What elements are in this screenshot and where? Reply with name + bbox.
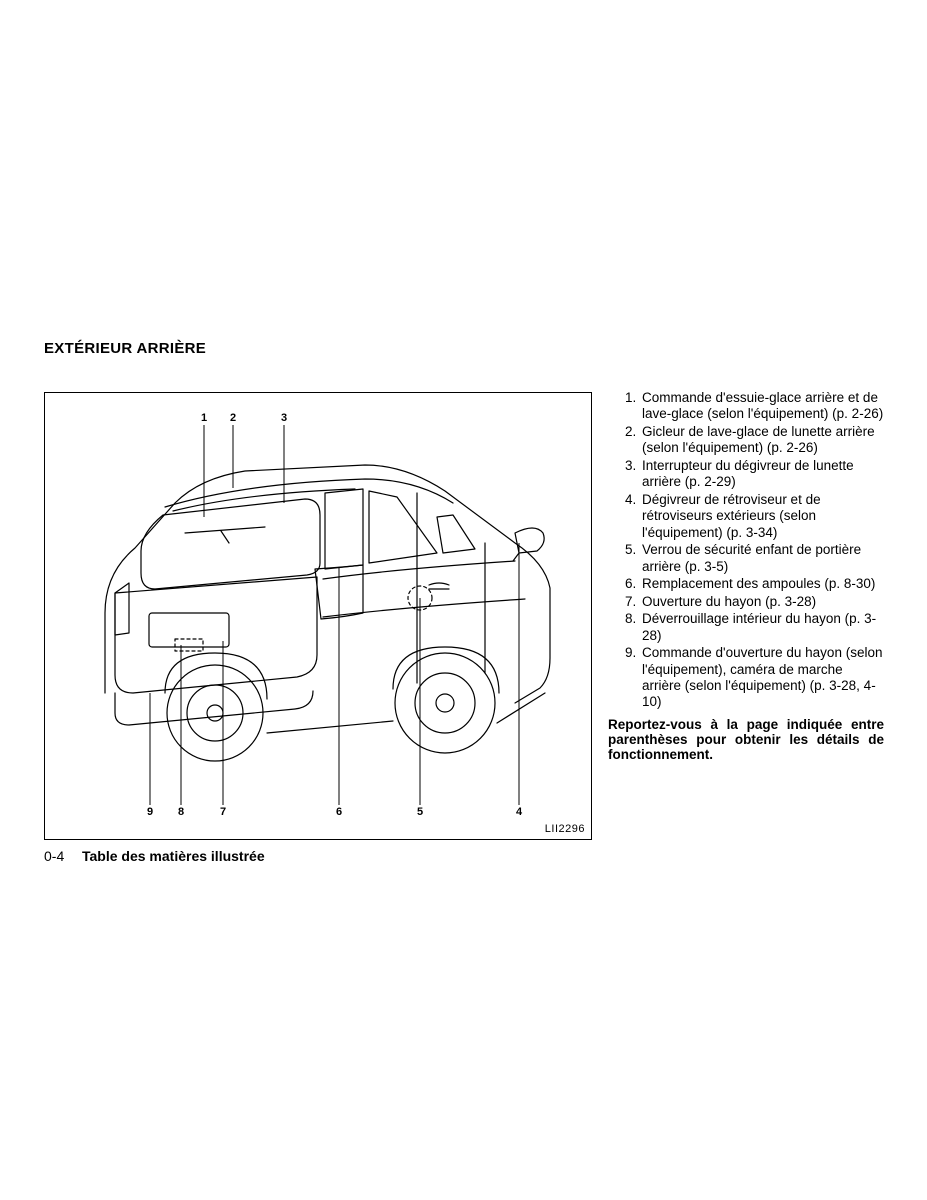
svg-text:4: 4 [516, 806, 523, 818]
svg-text:2: 2 [230, 412, 236, 424]
svg-text:7: 7 [220, 806, 226, 818]
svg-text:5: 5 [417, 806, 423, 818]
reference-note: Reportez-vous à la page indiquée entre p… [608, 717, 884, 762]
callout-list: Commande d'essuie-glace arrière et de la… [608, 390, 884, 762]
callout-list-item: Déverrouillage intérieur du hayon (p. 3-… [640, 611, 884, 644]
callout-list-item: Commande d'essuie-glace arrière et de la… [640, 390, 884, 423]
svg-text:8: 8 [178, 806, 184, 818]
svg-text:3: 3 [281, 412, 287, 424]
callout-list-item: Commande d'ouverture du hayon (selon l'é… [640, 645, 884, 711]
figure-code: LII2296 [545, 823, 585, 835]
callout-list-item: Interrupteur du dégivreur de lunette arr… [640, 458, 884, 491]
svg-text:1: 1 [201, 412, 207, 424]
callout-list-item: Ouverture du hayon (p. 3-28) [640, 594, 884, 610]
callout-list-item: Verrou de sécurité enfant de portière ar… [640, 542, 884, 575]
page-title: EXTÉRIEUR ARRIÈRE [44, 340, 206, 357]
section-title: Table des matières illustrée [82, 848, 265, 864]
svg-text:9: 9 [147, 806, 153, 818]
vehicle-diagram: 1 2 3 9 8 7 6 5 4 LII2296 [44, 392, 592, 840]
callout-list-item: Gicleur de lave-glace de lunette arrière… [640, 424, 884, 457]
callout-list-item: Dégivreur de rétroviseur et de rétrovise… [640, 492, 884, 541]
callout-list-item: Remplacement des ampoules (p. 8-30) [640, 576, 884, 592]
vehicle-svg: 1 2 3 9 8 7 6 5 4 [45, 393, 591, 839]
page-number: 0-4 [44, 848, 64, 864]
svg-text:6: 6 [336, 806, 342, 818]
manual-page: EXTÉRIEUR ARRIÈRE [0, 0, 927, 1200]
callout-ol: Commande d'essuie-glace arrière et de la… [608, 390, 884, 711]
